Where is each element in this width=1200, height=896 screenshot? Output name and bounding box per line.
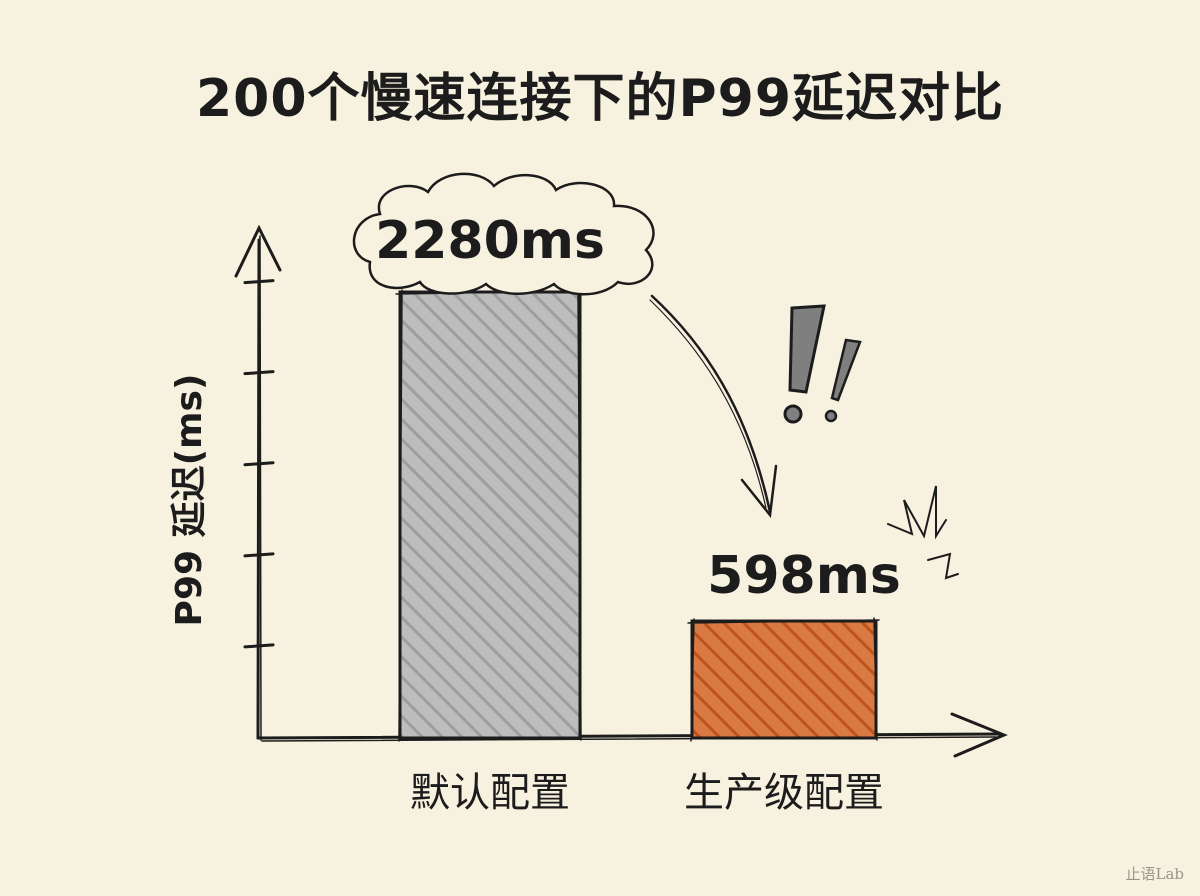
bar-0 bbox=[398, 290, 582, 740]
watermark: 止语Lab bbox=[1125, 865, 1184, 883]
bars bbox=[395, 288, 880, 742]
y-axis bbox=[234, 224, 282, 741]
category-labels: 默认配置 生产级配置 bbox=[410, 770, 884, 816]
y-tick-4 bbox=[243, 279, 275, 285]
bar-1 bbox=[690, 619, 878, 740]
y-tick-2 bbox=[243, 461, 275, 467]
chart-title: 200个慢速连接下的P99延迟对比 bbox=[195, 69, 1005, 129]
trend-arrow bbox=[649, 294, 778, 519]
bar-0-sketch bbox=[395, 288, 584, 742]
bar-1-sketch bbox=[687, 617, 880, 742]
x-axis bbox=[256, 712, 1008, 758]
y-axis-ticks bbox=[243, 279, 275, 649]
category-label-1: 生产级配置 bbox=[684, 770, 884, 816]
y-tick-1 bbox=[243, 552, 275, 558]
y-tick-3 bbox=[243, 370, 275, 376]
y-tick-0 bbox=[243, 643, 275, 649]
bar-value-label-1: 598ms bbox=[707, 546, 901, 606]
exclamation-icon bbox=[783, 304, 862, 424]
category-label-0: 默认配置 bbox=[410, 770, 570, 816]
emphasis-spark-icon bbox=[887, 485, 959, 580]
value-cloud-bubble bbox=[352, 172, 655, 296]
bar-value-label-0: 2280ms bbox=[375, 211, 605, 271]
bar-value-labels: 2280ms 598ms bbox=[352, 172, 901, 606]
